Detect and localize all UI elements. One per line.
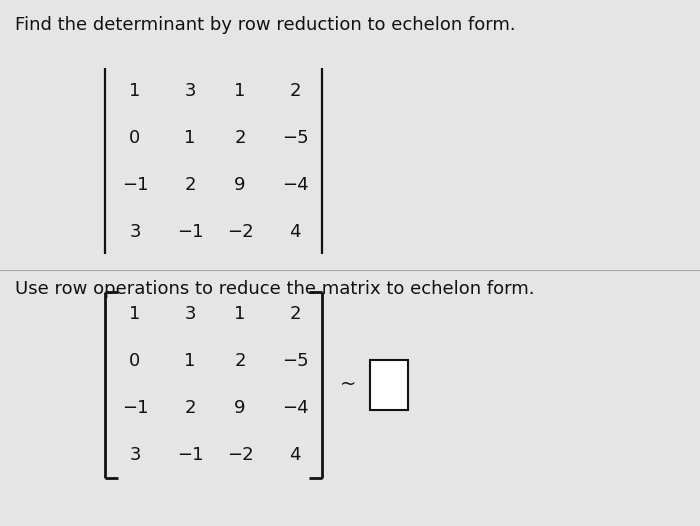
Text: 0: 0 <box>130 129 141 147</box>
Text: 2: 2 <box>289 305 301 323</box>
Text: −1: −1 <box>122 176 148 194</box>
Text: 4: 4 <box>289 223 301 241</box>
Text: −1: −1 <box>176 223 203 241</box>
Text: −5: −5 <box>281 129 308 147</box>
Text: −1: −1 <box>122 399 148 417</box>
Text: 4: 4 <box>289 446 301 464</box>
Text: −4: −4 <box>281 399 308 417</box>
Text: 1: 1 <box>184 352 196 370</box>
Text: 1: 1 <box>184 129 196 147</box>
Text: −2: −2 <box>227 223 253 241</box>
Bar <box>370 360 408 410</box>
Text: −4: −4 <box>281 176 308 194</box>
Text: 3: 3 <box>130 446 141 464</box>
Text: 2: 2 <box>184 399 196 417</box>
Text: −5: −5 <box>281 352 308 370</box>
Text: 3: 3 <box>184 82 196 100</box>
Text: ~: ~ <box>340 375 356 393</box>
Text: 1: 1 <box>234 82 246 100</box>
Text: 2: 2 <box>234 352 246 370</box>
Text: −2: −2 <box>227 446 253 464</box>
Text: Find the determinant by row reduction to echelon form.: Find the determinant by row reduction to… <box>15 16 516 34</box>
Text: 0: 0 <box>130 352 141 370</box>
Text: 9: 9 <box>234 399 246 417</box>
Text: 1: 1 <box>234 305 246 323</box>
Text: 1: 1 <box>130 305 141 323</box>
Text: −1: −1 <box>176 446 203 464</box>
Text: 1: 1 <box>130 82 141 100</box>
Text: Use row operations to reduce the matrix to echelon form.: Use row operations to reduce the matrix … <box>15 280 535 298</box>
Text: 2: 2 <box>289 82 301 100</box>
Text: 3: 3 <box>184 305 196 323</box>
Text: 2: 2 <box>184 176 196 194</box>
Text: 3: 3 <box>130 223 141 241</box>
Text: 9: 9 <box>234 176 246 194</box>
Text: 2: 2 <box>234 129 246 147</box>
